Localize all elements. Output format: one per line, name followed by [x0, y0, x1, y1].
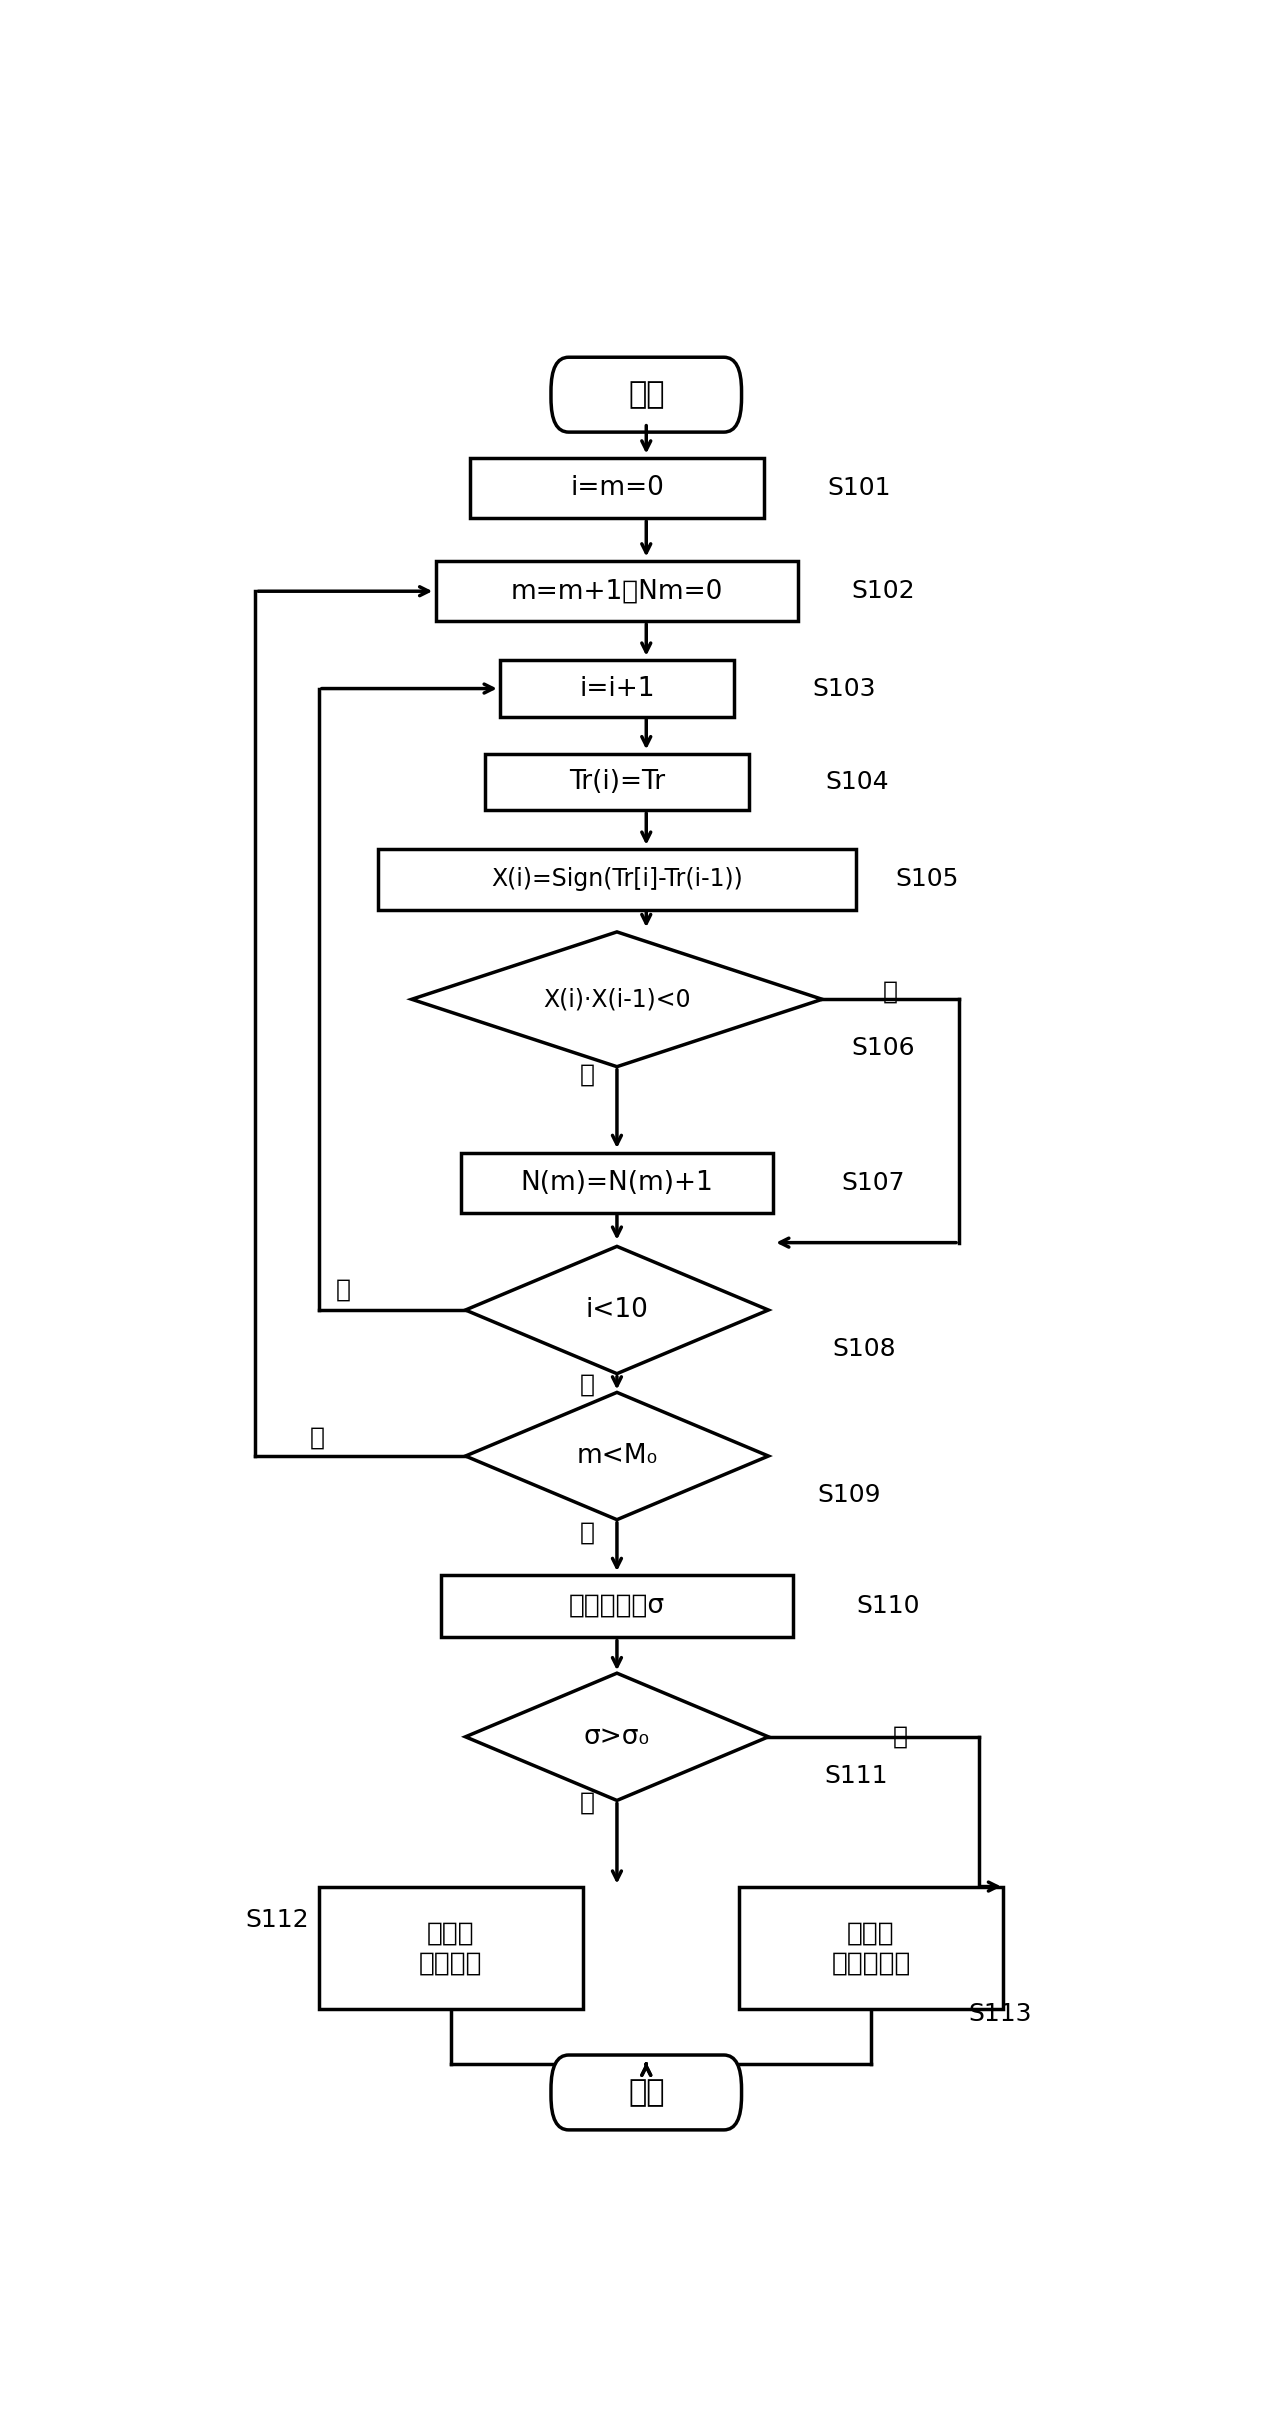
Bar [377, 848, 856, 909]
Text: Tr(i)=Tr: Tr(i)=Tr [569, 768, 665, 795]
Text: S101: S101 [827, 476, 890, 501]
Text: m<M₀: m<M₀ [576, 1444, 657, 1468]
Text: 否: 否 [580, 1374, 595, 1398]
Polygon shape [465, 1247, 768, 1374]
Text: 是: 是 [580, 1789, 595, 1814]
Text: S104: S104 [825, 771, 889, 795]
Text: 判断为
非振荡临界: 判断为 非振荡临界 [831, 1920, 910, 1976]
Polygon shape [465, 1393, 768, 1519]
Text: S110: S110 [856, 1595, 919, 1617]
Text: S108: S108 [832, 1337, 895, 1361]
Text: 判断为
振荡临界: 判断为 振荡临界 [419, 1920, 483, 1976]
Text: X(i)=Sign(Tr[i]-Tr(i-1)): X(i)=Sign(Tr[i]-Tr(i-1)) [491, 868, 743, 892]
Text: S107: S107 [842, 1172, 905, 1194]
Text: S111: S111 [825, 1765, 888, 1789]
Bar [441, 1575, 793, 1636]
Bar [485, 754, 749, 810]
Text: S106: S106 [851, 1036, 915, 1060]
Text: σ>σ₀: σ>σ₀ [584, 1724, 649, 1750]
Text: 是: 是 [580, 1062, 595, 1087]
Text: 否: 否 [883, 980, 898, 1004]
Text: S109: S109 [817, 1483, 880, 1507]
Text: S105: S105 [895, 868, 958, 892]
Text: 计算摇动量σ: 计算摇动量σ [569, 1592, 665, 1619]
Text: 否: 否 [893, 1726, 908, 1748]
Text: 否: 否 [580, 1522, 595, 1544]
Text: X(i)·X(i-1)<0: X(i)·X(i-1)<0 [543, 987, 691, 1011]
Text: 开始: 开始 [628, 379, 665, 408]
Text: 是: 是 [335, 1276, 351, 1301]
Text: 结束: 结束 [628, 2079, 665, 2108]
Bar [470, 459, 763, 518]
Bar [436, 562, 798, 622]
Text: i=m=0: i=m=0 [570, 476, 663, 501]
Text: i=i+1: i=i+1 [579, 676, 654, 703]
Text: 是: 是 [309, 1425, 324, 1449]
Bar [739, 1886, 1002, 2008]
Bar [499, 661, 734, 717]
Text: m=m+1，Nm=0: m=m+1，Nm=0 [511, 579, 723, 605]
Bar [319, 1886, 583, 2008]
FancyBboxPatch shape [551, 2054, 741, 2130]
Polygon shape [465, 1673, 768, 1801]
Text: S113: S113 [968, 2001, 1033, 2025]
Text: S102: S102 [851, 579, 915, 603]
Text: S112: S112 [246, 1908, 309, 1933]
Text: i<10: i<10 [585, 1298, 648, 1322]
Text: N(m)=N(m)+1: N(m)=N(m)+1 [521, 1169, 714, 1196]
Bar [460, 1152, 773, 1213]
Polygon shape [411, 931, 822, 1067]
FancyBboxPatch shape [551, 357, 741, 433]
Text: S103: S103 [812, 676, 876, 700]
